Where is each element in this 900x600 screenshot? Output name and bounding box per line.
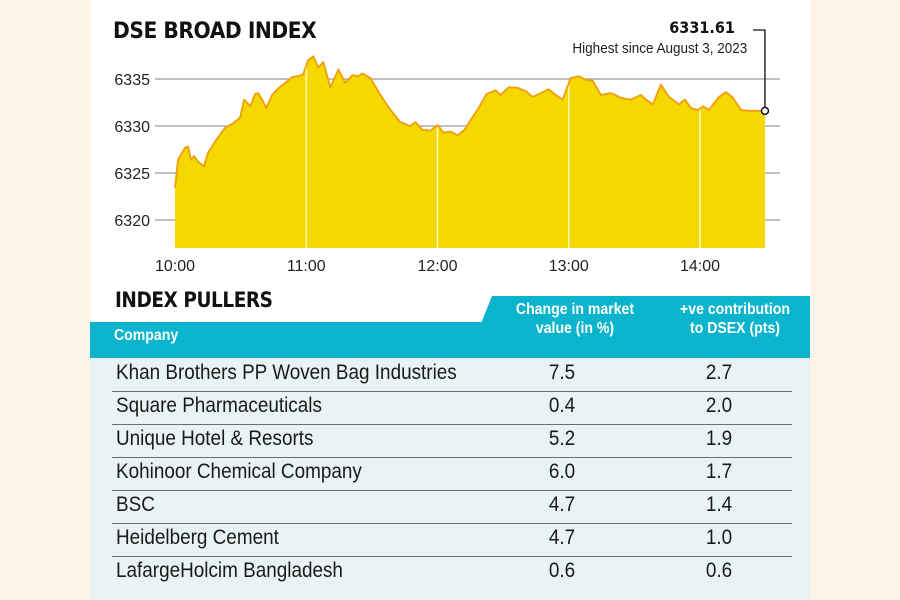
- contribution-value: 2.7: [705, 361, 733, 384]
- annotation-end-marker: [760, 106, 770, 116]
- x-tick-label: 10:00: [155, 258, 195, 275]
- chart-title: DSE BROAD INDEX: [113, 19, 317, 44]
- table-row: Khan Brothers PP Woven Bag Industries 7.…: [112, 358, 792, 392]
- contribution-value: 1.7: [705, 460, 733, 483]
- column-header-change: Change in market value (in %): [505, 300, 646, 338]
- table-row: BSC 4.7 1.4: [112, 490, 792, 524]
- y-tick-label: 6330: [114, 119, 150, 136]
- company-name: Khan Brothers PP Woven Bag Industries: [116, 361, 457, 384]
- table-row: LafargeHolcim Bangladesh 0.6 0.6: [112, 556, 792, 589]
- table-header-tab: [480, 296, 810, 326]
- table-body: Khan Brothers PP Woven Bag Industries 7.…: [90, 358, 810, 600]
- column-header-change-line1: Change in market: [515, 301, 635, 318]
- change-value: 5.2: [548, 427, 576, 450]
- change-value: 0.6: [548, 559, 576, 582]
- table-row: Heidelberg Cement 4.7 1.0: [112, 523, 792, 557]
- company-name: Heidelberg Cement: [116, 526, 279, 549]
- vertical-gridlines: [305, 62, 701, 248]
- y-tick-label: 6335: [114, 72, 150, 89]
- infographic-panel: DSE BROAD INDEX 6331.61 Highest since Au…: [90, 0, 810, 600]
- column-header-contribution: +ve contribution to DSEX (pts): [665, 300, 806, 338]
- x-tick-label: 11:00: [287, 258, 326, 275]
- table-row: Kohinoor Chemical Company 6.0 1.7: [112, 457, 792, 491]
- index-area-fill: [175, 56, 765, 249]
- y-axis-ticks: 6335 6330 6325 6320: [114, 72, 150, 230]
- table-title: INDEX PULLERS: [115, 288, 273, 312]
- contribution-value: 1.9: [705, 427, 733, 450]
- x-tick-label: 12:00: [417, 258, 457, 275]
- change-value: 6.0: [548, 460, 576, 483]
- y-tick-label: 6325: [114, 166, 150, 183]
- company-name: Kohinoor Chemical Company: [116, 460, 362, 483]
- column-header-company: Company: [114, 327, 179, 344]
- annotation-leader-line: [752, 29, 766, 107]
- company-name: Unique Hotel & Resorts: [116, 427, 314, 450]
- annotation-value: 6331.61: [669, 18, 735, 37]
- index-line: [174, 55, 765, 189]
- table-row: Unique Hotel & Resorts 5.2 1.9: [112, 424, 792, 458]
- table-row: Square Pharmaceuticals 0.4 2.0: [112, 391, 792, 425]
- x-tick-label: 14:00: [680, 258, 720, 275]
- change-value: 0.4: [548, 394, 576, 417]
- index-chart: 6335 6330 6325 6320 10:00 11:00 12:00 13:00 14:…: [114, 29, 780, 275]
- change-value: 7.5: [548, 361, 576, 384]
- contribution-value: 1.0: [705, 526, 733, 549]
- contribution-value: 2.0: [705, 394, 733, 417]
- column-header-contribution-line2: to DSEX (pts): [690, 320, 780, 337]
- company-name: BSC: [116, 493, 155, 516]
- x-tick-label: 13:00: [549, 258, 589, 275]
- change-value: 4.7: [548, 526, 576, 549]
- x-axis-ticks: 10:00 11:00 12:00 13:00 14:00: [155, 258, 720, 275]
- contribution-value: 1.4: [705, 493, 733, 516]
- table-header-bar: [90, 322, 810, 358]
- column-header-change-line2: value (in %): [535, 320, 615, 337]
- column-header-contribution-line1: +ve contribution: [680, 301, 790, 318]
- y-tick-label: 6320: [114, 213, 150, 230]
- annotation-note: Highest since August 3, 2023: [572, 40, 747, 57]
- company-name: Square Pharmaceuticals: [116, 394, 322, 417]
- change-value: 4.7: [548, 493, 576, 516]
- contribution-value: 0.6: [705, 559, 733, 582]
- company-name: LafargeHolcim Bangladesh: [116, 559, 343, 582]
